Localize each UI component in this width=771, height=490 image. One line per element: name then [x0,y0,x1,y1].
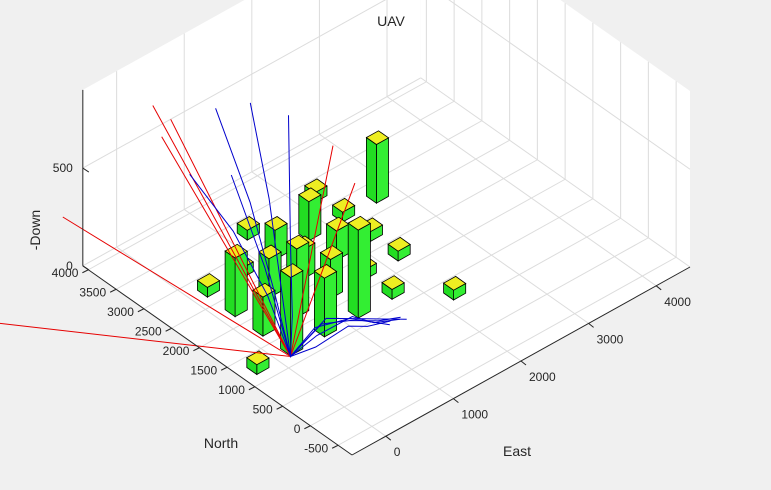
north-tick-label: 0 [294,422,301,436]
building [196,273,221,298]
building-face [357,222,371,319]
building-roof [325,216,350,232]
grid-line-down [448,0,691,170]
down-tick [82,265,90,271]
north-tick-label: 500 [253,402,273,416]
building-face [224,250,236,318]
down-tick-label: 500 [53,161,73,175]
east-tick-label: 4000 [664,295,691,309]
grid-line-east [319,133,589,324]
building [236,216,261,241]
building-roof [264,216,288,231]
building [313,264,338,338]
north-tick [193,347,200,352]
uav-path [152,105,291,357]
building [387,236,411,262]
north-tick [109,288,117,293]
building-roof [298,187,322,203]
uav-path [230,174,390,358]
chart-title: UAV [377,13,405,29]
building-roof [313,264,338,279]
building [246,350,270,376]
building-face [375,137,389,204]
building [298,187,322,242]
building-roof [331,197,356,213]
building-roof [365,130,390,145]
east-tick [655,285,662,291]
north-tick-label: 3000 [107,305,134,319]
building [381,275,405,301]
east-tick [385,435,392,441]
building-roof [381,275,405,290]
building-roof [196,273,221,288]
grid-line-down [420,77,691,268]
north-tick-label: 3500 [79,285,106,299]
building [279,263,304,357]
north-tick-label: -500 [304,441,328,455]
building-roof [442,275,467,291]
north-tick [82,269,89,274]
uav-path [189,173,391,358]
building-roof [387,236,411,252]
north-tick [331,444,339,449]
north-tick [137,308,145,313]
north-tick-label: 2500 [135,324,162,338]
north-tick [220,366,228,371]
building [347,215,372,319]
east-tick [588,323,594,328]
building-roof [347,215,372,231]
down-tick [82,167,90,173]
north-tick-label: 4000 [52,266,79,280]
uav-path [161,136,291,357]
east-tick-label: 2000 [529,370,556,384]
north-axis-line [82,265,353,456]
building-face [323,270,338,338]
grid-line-east [116,246,387,437]
x-axis-label: North [204,435,238,451]
building-roof [236,216,261,231]
building-face [347,222,359,319]
building [224,243,249,318]
building [365,130,390,204]
building-roof [246,350,270,366]
axis-ticks: -500050010001500200025003000350040000100… [52,161,692,459]
north-tick-label: 1000 [218,383,245,397]
grid-line-down [82,77,422,267]
grid-line-east [251,171,522,362]
north-tick [248,386,256,391]
north-tick [304,425,311,430]
grid-line-down [82,0,387,169]
grid-lines [82,0,691,446]
east-tick [520,360,527,366]
back-wall-east [420,0,690,267]
y-axis-label: East [503,443,531,459]
z-axis-label: -Down [27,210,43,250]
building-face [234,250,248,318]
building-face [298,193,310,242]
buildings [196,130,467,376]
uav-path [62,216,291,357]
north-tick [276,405,283,410]
north-tick [165,327,172,332]
down-tick-label: 0 [66,259,73,273]
building-roof [279,263,304,278]
grid-line-east [386,96,657,287]
uav-paths [0,102,407,358]
east-tick-label: 1000 [461,408,488,422]
building-face [365,136,377,204]
building [442,275,467,301]
east-tick-label: 0 [394,445,401,459]
east-tick-label: 3000 [597,332,624,346]
east-tick [453,398,459,403]
north-tick-label: 2000 [163,344,190,358]
building-roof [319,245,344,260]
north-tick-label: 1500 [190,363,217,377]
